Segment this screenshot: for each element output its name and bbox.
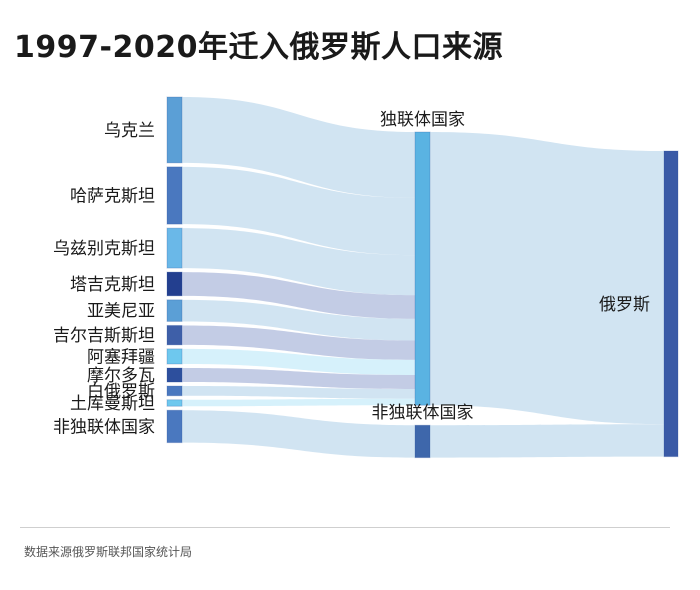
node-non-cis [414,424,431,459]
node-tajikistan [166,271,183,297]
link-non-cis-to-russia [430,424,664,458]
footer-divider [20,527,670,528]
label-azerbaijan: 阿塞拜疆 [87,347,155,367]
sankey-links [182,97,664,458]
node-kazakhstan [166,166,183,225]
label-cis: 独联体国家 [380,110,465,130]
link-kazakhstan-to-cis [182,166,415,256]
link-armenia-to-cis [182,299,415,341]
sankey-labels: 乌克兰哈萨克斯坦乌兹别克斯坦塔吉克斯坦亚美尼亚吉尔吉斯斯坦阿塞拜疆摩尔多瓦白俄罗… [53,110,650,437]
node-azerbaijan [166,348,183,365]
label-non-cis: 非独联体国家 [372,403,474,423]
label-russia: 俄罗斯 [599,295,650,315]
link-azerbaijan-to-cis [182,348,415,375]
node-turkmenistan [166,399,183,407]
link-non-cis-src-to-non-cis [182,410,415,458]
node-ukraine [166,96,183,164]
label-kyrgyzstan: 吉尔吉斯斯坦 [53,326,155,346]
link-kyrgyzstan-to-cis [182,325,415,360]
node-belarus [166,385,183,397]
link-belarus-to-cis [182,386,415,399]
link-cis-to-russia [430,132,664,425]
link-turkmenistan-to-cis [182,398,415,407]
source-note: 数据来源俄罗斯联邦国家统计局 [24,545,193,559]
link-ukraine-to-cis [182,97,415,198]
label-moldova: 摩尔多瓦 [87,366,155,386]
label-turkmenistan: 土库曼斯坦 [70,394,155,414]
node-russia [663,150,679,458]
link-uzbekistan-to-cis [182,228,415,296]
chart-title: 1997-2020年迁入俄罗斯人口来源 [14,30,503,65]
label-kazakhstan: 哈萨克斯坦 [70,187,155,207]
link-tajikistan-to-cis [182,272,415,319]
link-moldova-to-cis [182,368,415,390]
node-moldova [166,367,183,383]
label-ukraine: 乌克兰 [104,121,155,141]
label-belarus: 白俄罗斯 [87,382,155,402]
node-uzbekistan [166,227,183,269]
node-non-cis-src [166,409,183,444]
label-non-cis-src: 非独联体国家 [53,417,155,437]
label-armenia: 亚美尼亚 [87,302,155,322]
sankey-nodes [166,96,679,459]
label-uzbekistan: 乌兹别克斯坦 [53,239,155,259]
node-kyrgyzstan [166,324,183,346]
sankey-diagram: 乌克兰哈萨克斯坦乌兹别克斯坦塔吉克斯坦亚美尼亚吉尔吉斯斯坦阿塞拜疆摩尔多瓦白俄罗… [53,96,679,459]
label-tajikistan: 塔吉克斯坦 [70,275,155,295]
node-armenia [166,299,183,322]
node-cis [414,131,431,406]
